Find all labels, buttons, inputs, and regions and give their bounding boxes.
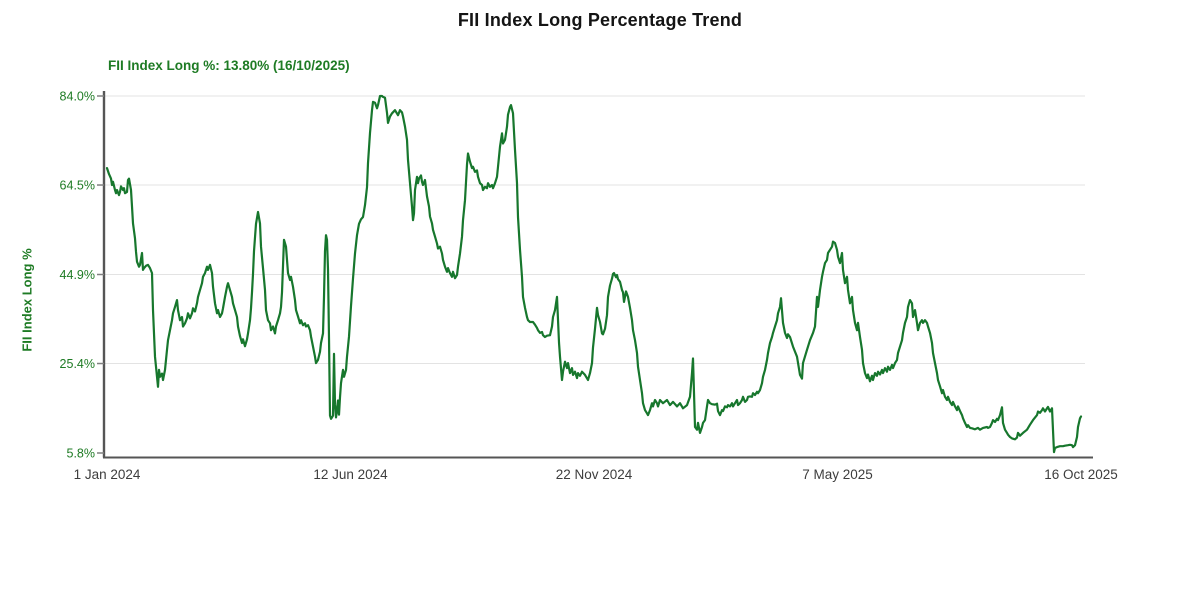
chart-legend-latest-value: FII Index Long %: 13.80% (16/10/2025)	[108, 58, 350, 73]
fii-long-percentage-line	[105, 94, 1083, 454]
gridlines	[105, 95, 1085, 365]
x-tick-label: 1 Jan 2024	[74, 467, 141, 482]
axis-tick-labels: 84.0% 64.5% 44.9% 25.4% 5.8% 1 Jan 2024 12 Jun…	[60, 90, 1118, 483]
axis-ticks	[97, 95, 104, 454]
x-tick-label: 16 Oct 2025	[1044, 467, 1118, 482]
chart-title: FII Index Long Percentage Trend	[457, 10, 743, 30]
x-tick-label: 12 Jun 2024	[313, 467, 388, 482]
data-series-line	[105, 94, 1083, 454]
x-tick-label: 22 Nov 2024	[556, 467, 633, 482]
y-tick-label: 84.0%	[60, 90, 95, 104]
y-tick-label: 64.5%	[60, 179, 95, 193]
y-tick-label: 5.8%	[67, 447, 96, 461]
x-tick-label: 7 May 2025	[802, 467, 873, 482]
y-tick-label: 25.4%	[60, 357, 95, 371]
y-tick-label: 44.9%	[60, 268, 95, 282]
